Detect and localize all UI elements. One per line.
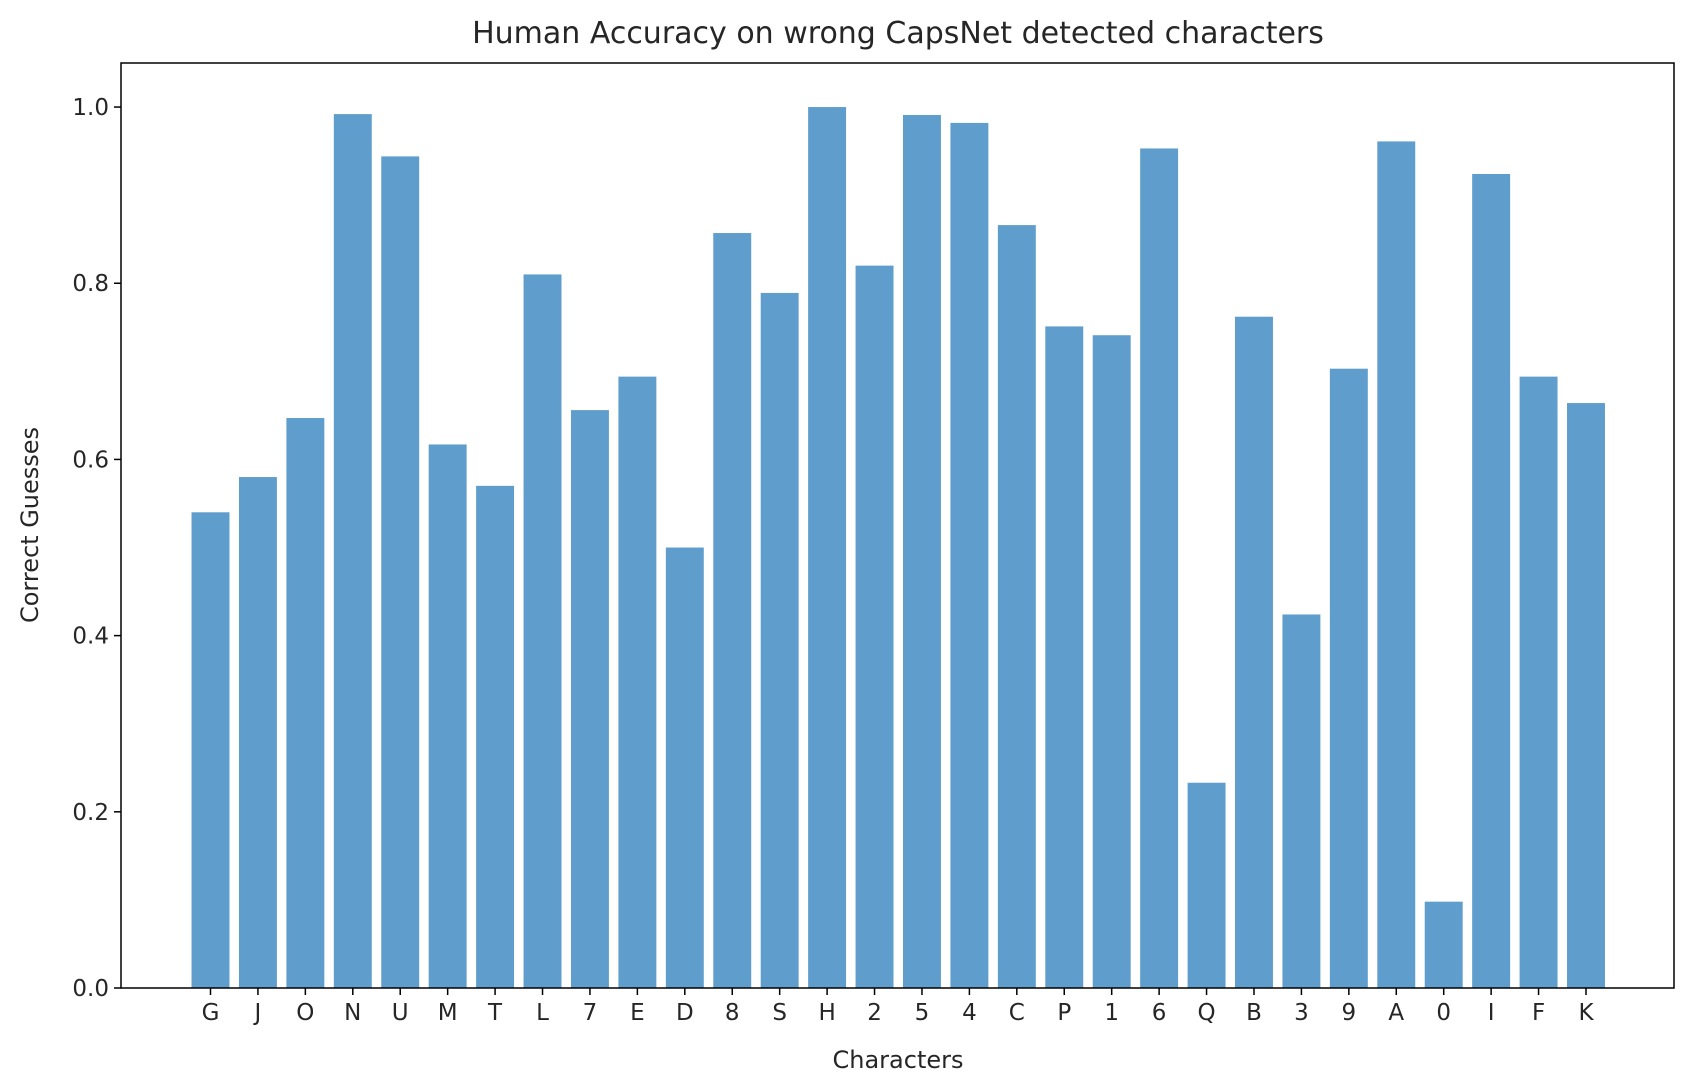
y-axis-label: Correct Guesses	[16, 427, 44, 623]
x-tick-label-1: 1	[1104, 1000, 1119, 1026]
x-tick-label-G: G	[202, 1000, 220, 1026]
x-tick-label-E: E	[630, 1000, 645, 1026]
x-axis-label: Characters	[833, 1046, 964, 1074]
x-tick-label-C: C	[1009, 1000, 1025, 1026]
bar-D	[665, 547, 704, 988]
y-tick-label-0.0: 0.0	[72, 976, 109, 1002]
bar-M	[428, 444, 467, 988]
x-tick-label-H: H	[818, 1000, 835, 1026]
bar-E	[618, 376, 657, 989]
bar-I	[1472, 174, 1511, 988]
bar-B	[1235, 316, 1273, 988]
bar-C	[997, 225, 1036, 989]
chart-title: Human Accuracy on wrong CapsNet detected…	[472, 16, 1324, 51]
x-tick-label-U: U	[392, 1000, 409, 1026]
y-tick-label-0.8: 0.8	[72, 271, 109, 297]
x-tick-label-T: T	[487, 1000, 503, 1026]
plot-frame	[120, 62, 1675, 989]
bar-K	[1567, 403, 1605, 988]
x-tick-label-0: 0	[1436, 1000, 1451, 1026]
x-tick-label-K: K	[1578, 1000, 1594, 1026]
x-tick-label-3: 3	[1294, 1000, 1309, 1026]
bar-U	[381, 156, 420, 988]
x-tick-label-4: 4	[962, 1000, 977, 1026]
x-tick-label-A: A	[1388, 1000, 1404, 1026]
y-tick-label-1.0: 1.0	[72, 95, 109, 121]
bar-H	[808, 107, 847, 989]
x-tick-label-N: N	[344, 1000, 361, 1026]
bar-J	[238, 477, 277, 988]
x-tick-label-8: 8	[725, 1000, 740, 1026]
x-tick-label-Q: Q	[1197, 1000, 1215, 1026]
x-tick-label-D: D	[676, 1000, 694, 1026]
x-tick-label-M: M	[438, 1000, 458, 1026]
x-tick-label-P: P	[1057, 1000, 1071, 1026]
y-tick-label-0.2: 0.2	[72, 800, 109, 826]
bars-group	[191, 107, 1605, 989]
bar-S	[760, 292, 799, 988]
bar-7	[570, 410, 609, 989]
x-axis: G J O N U M T L 7 E D 8 S H 2 5 4 C P 1 6 Q B 3 9 A 0 I F K	[202, 988, 1594, 1026]
y-tick-label-0.6: 0.6	[72, 447, 109, 473]
bar-P	[1045, 326, 1084, 988]
bar-9	[1329, 368, 1368, 988]
x-tick-label-B: B	[1246, 1000, 1262, 1026]
bar-Q	[1187, 782, 1226, 988]
bar-T	[476, 485, 515, 988]
bar-L	[523, 274, 562, 988]
bar-0	[1424, 901, 1463, 988]
y-axis: 0.0 0.2 0.4 0.6 0.8 1.0	[72, 95, 121, 1002]
bar-N	[333, 114, 372, 989]
bar-8	[713, 233, 752, 988]
x-tick-label-O: O	[296, 1000, 314, 1026]
x-tick-label-2: 2	[867, 1000, 882, 1026]
y-tick-label-0.4: 0.4	[72, 624, 109, 650]
bar-3	[1282, 614, 1321, 988]
x-tick-label-F: F	[1532, 1000, 1545, 1026]
x-tick-label-I: I	[1488, 1000, 1495, 1026]
bar-F	[1519, 376, 1558, 989]
bar-5	[902, 114, 941, 988]
bar-O	[286, 418, 325, 988]
x-tick-label-6: 6	[1152, 1000, 1167, 1026]
bar-A	[1377, 141, 1416, 988]
x-tick-label-L: L	[536, 1000, 549, 1026]
x-tick-label-7: 7	[583, 1000, 598, 1026]
x-tick-label-J: J	[253, 1000, 262, 1026]
bar-1	[1092, 335, 1131, 988]
bar-4	[950, 122, 989, 988]
bar-6	[1140, 148, 1179, 988]
x-tick-label-S: S	[772, 1000, 787, 1026]
bar-G	[191, 512, 230, 988]
x-tick-label-9: 9	[1342, 1000, 1357, 1026]
x-tick-label-5: 5	[915, 1000, 930, 1026]
bar-2	[855, 265, 894, 989]
